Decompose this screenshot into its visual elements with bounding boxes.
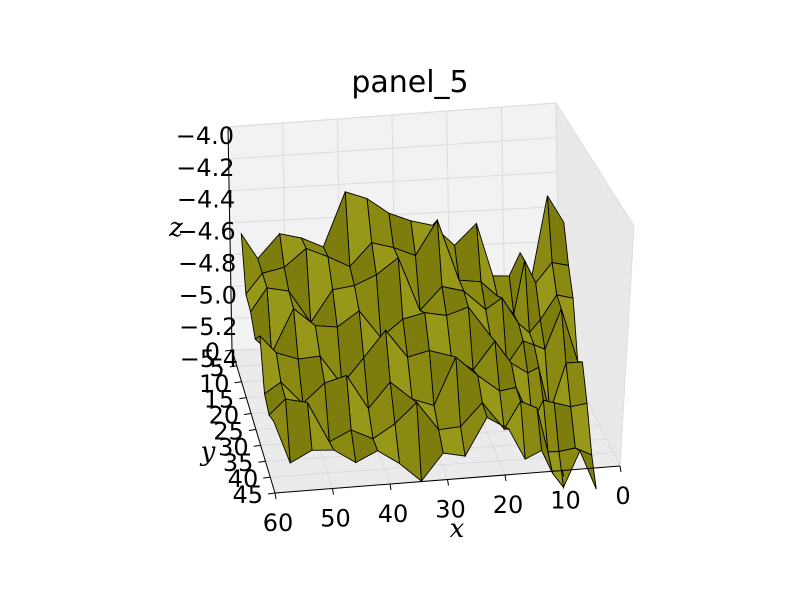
- y-tick: [224, 349, 233, 352]
- y-tick-label: 10: [199, 370, 230, 398]
- y-axis-label: y: [200, 437, 216, 467]
- z-tick-label: −4.2: [176, 154, 234, 182]
- y-tick-label: 40: [228, 465, 259, 493]
- x-tick-label: 50: [320, 505, 351, 533]
- x-tick-label: 10: [550, 487, 581, 515]
- y-tick: [239, 397, 247, 400]
- x-tick-label: 30: [435, 496, 466, 524]
- y-tick-label: 20: [209, 402, 240, 430]
- y-tick-label: 0: [205, 338, 220, 366]
- z-tick-label: −5.4: [180, 345, 238, 373]
- x-tick: [274, 492, 277, 500]
- y-tick: [253, 444, 261, 447]
- x-tick: [447, 479, 449, 486]
- z-tick-label: −5.2: [179, 313, 237, 341]
- z-axis-line: [227, 126, 233, 351]
- y-tick-label: 25: [213, 417, 244, 445]
- y-tick-label: 15: [204, 386, 235, 414]
- z-axis-label: z: [168, 213, 183, 243]
- x-tick-label: 40: [378, 500, 409, 528]
- z-tick-label: −4.0: [176, 122, 234, 150]
- z-tick-label: −5.0: [179, 281, 237, 309]
- x-tick-label: 20: [493, 491, 524, 519]
- y-axis-line: [231, 349, 276, 494]
- x-tick: [562, 470, 564, 477]
- y-tick-label: 45: [232, 481, 263, 509]
- x-tick: [504, 474, 507, 482]
- y-tick-label: 5: [209, 354, 224, 382]
- x-tick-label: 0: [615, 482, 630, 510]
- x-tick: [332, 488, 334, 495]
- y-tick: [229, 365, 237, 368]
- x-axis-label: x: [450, 514, 465, 544]
- chart-title: panel_5: [351, 65, 468, 100]
- surface-mesh: [240, 191, 597, 490]
- axes: 0102030405060051015202530354045−4.0−4.2−…: [176, 122, 631, 537]
- y-tick-label: 30: [218, 433, 249, 461]
- y-tick: [258, 460, 266, 463]
- z-tick-label: −4.6: [177, 218, 235, 246]
- y-tick-label: 35: [223, 449, 254, 477]
- y-tick: [244, 413, 252, 416]
- x-tick-label: 60: [263, 509, 294, 537]
- surface-facet: [268, 398, 291, 464]
- y-tick: [248, 428, 256, 431]
- x-tick: [619, 465, 622, 473]
- x-tick: [389, 483, 392, 491]
- y-tick: [234, 381, 242, 384]
- y-tick: [263, 476, 271, 479]
- z-tick-label: −4.8: [178, 249, 236, 277]
- y-tick: [267, 492, 276, 495]
- z-tick-label: −4.4: [177, 186, 235, 214]
